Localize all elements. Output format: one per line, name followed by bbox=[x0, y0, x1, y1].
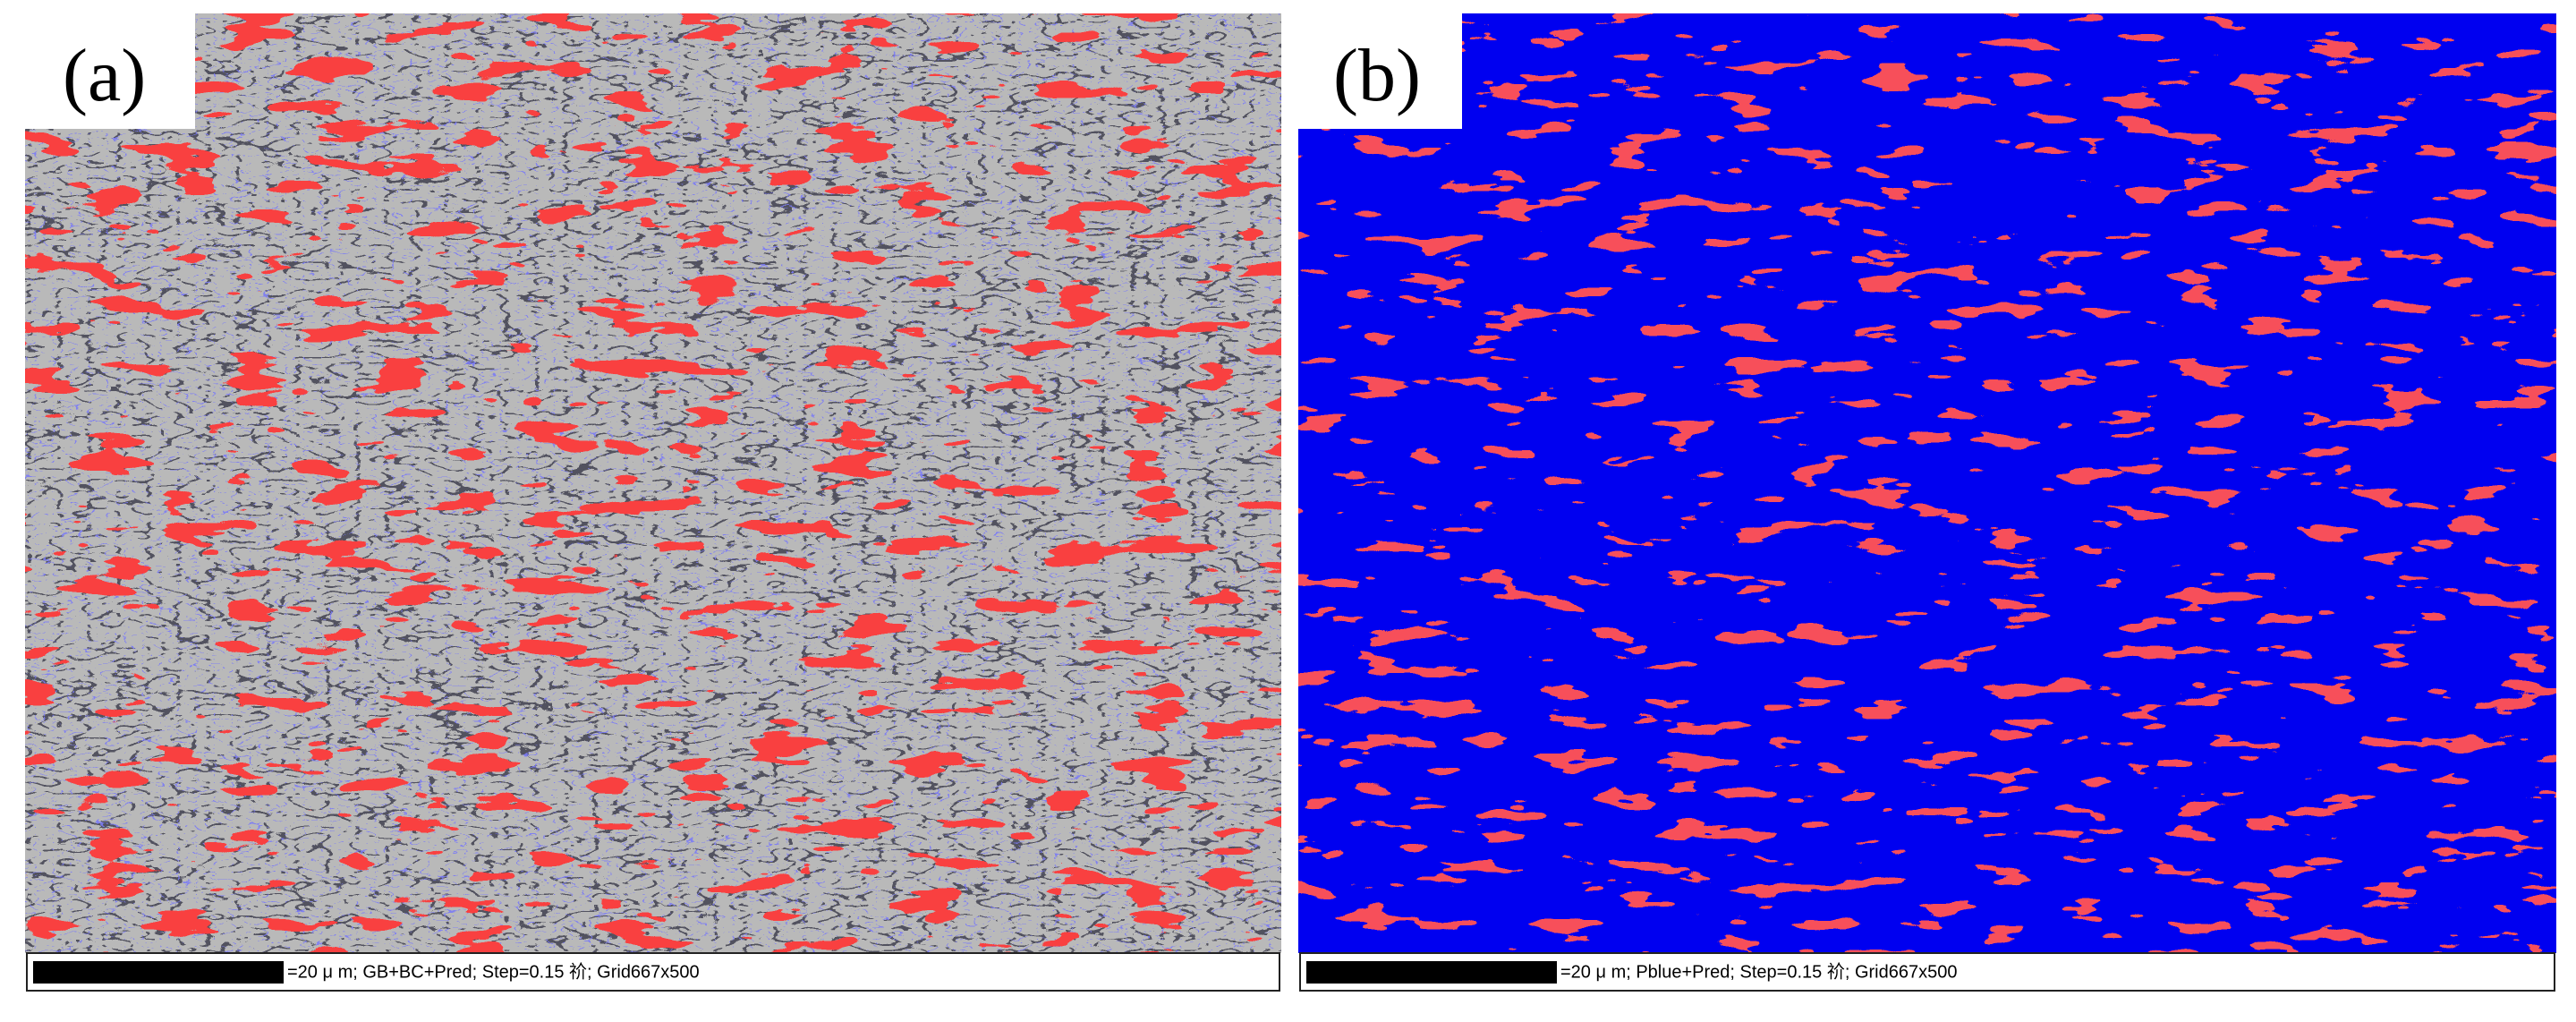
red-phase bbox=[1298, 13, 2556, 953]
panel-b: (b) =20 μ m; Pblue+Pred; Step=0.15 祄; Gr… bbox=[1298, 13, 2556, 992]
caption: =20 μ m; Pblue+Pred; Step=0.15 祄; Grid66… bbox=[1560, 961, 1957, 982]
scale-bar bbox=[1306, 961, 1557, 984]
caption: =20 μ m; GB+BC+Pred; Step=0.15 祄; Grid66… bbox=[287, 961, 700, 982]
panel-a: (a) =20 μ m; GB+BC+Pred; Step=0.15 祄; Gr… bbox=[25, 13, 1281, 992]
red-phase bbox=[25, 13, 1281, 953]
panel-label: (a) bbox=[63, 34, 146, 117]
label-box bbox=[25, 13, 195, 129]
label-box bbox=[1298, 13, 1462, 129]
scale-bar bbox=[33, 961, 284, 984]
panel-label: (b) bbox=[1333, 34, 1421, 117]
